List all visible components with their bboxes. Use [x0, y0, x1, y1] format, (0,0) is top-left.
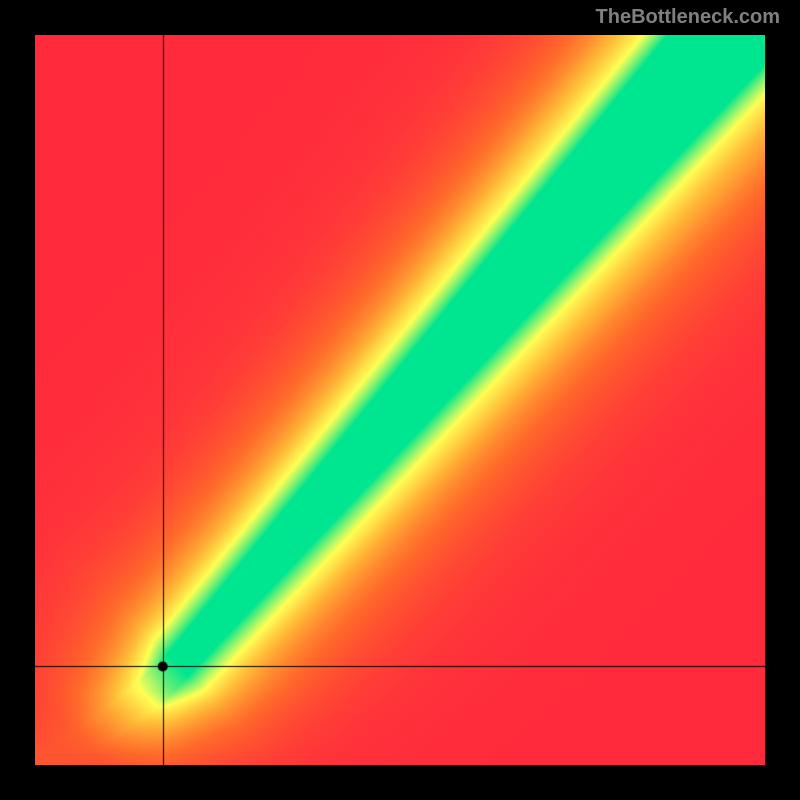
heatmap-canvas — [35, 35, 765, 765]
bottleneck-heatmap — [35, 35, 765, 765]
watermark-text: TheBottleneck.com — [596, 6, 780, 29]
